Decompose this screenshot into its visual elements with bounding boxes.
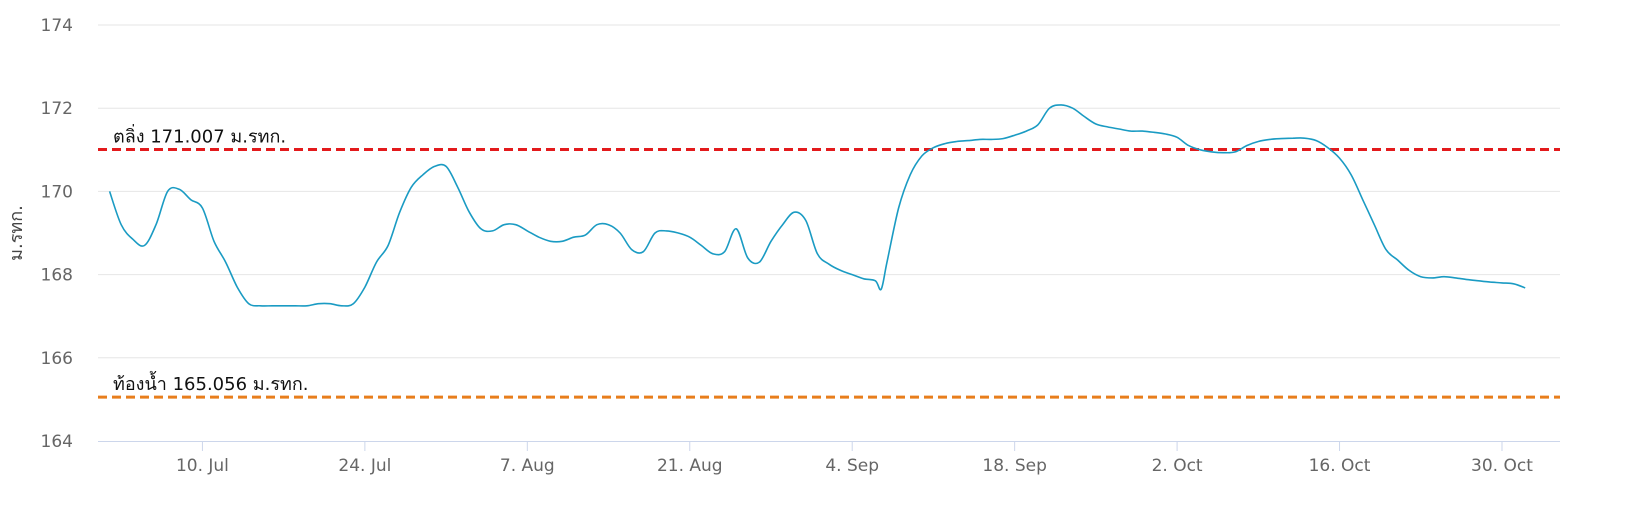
reference-line-label: ท้องน้ำ 165.056 ม.รทก. [113, 371, 309, 395]
x-tick-label: 10. Jul [176, 456, 229, 476]
y-tick-label: 172 [41, 99, 73, 119]
x-tick-label: 7. Aug [500, 456, 555, 476]
x-tick-label: 18. Sep [982, 456, 1046, 476]
y-axis-title: ม.รทก. [6, 205, 27, 261]
series-line [108, 104, 1526, 307]
x-tick-label: 24. Jul [338, 456, 391, 476]
x-tick-label: 2. Oct [1152, 456, 1203, 476]
y-tick-label: 166 [41, 349, 73, 369]
y-grid-lines [98, 24, 1560, 359]
y-tick-label: 168 [41, 266, 73, 286]
reference-line-label: ตลิ่ง 171.007 ม.รทก. [113, 124, 286, 148]
y-tick-label: 170 [41, 182, 73, 202]
y-tick-label: 164 [41, 432, 73, 452]
x-tick-label: 30. Oct [1471, 456, 1533, 476]
x-axis-ticks: 10. Jul 24. Jul 7. Aug 21. Aug 4. Sep 18. Sep… [176, 441, 1533, 476]
y-tick-label: 174 [41, 16, 73, 36]
x-tick-label: 16. Oct [1309, 456, 1371, 476]
reference-lines: ตลิ่ง 171.007 ม.รทก. ท้องน้ำ 165.056 ม.รท… [98, 124, 1560, 399]
x-tick-label: 21. Aug [657, 456, 723, 476]
y-axis-tick-labels: 164 166 168 170 172 174 [41, 16, 73, 452]
series-group [108, 104, 1526, 307]
x-tick-label: 4. Sep [825, 456, 879, 476]
